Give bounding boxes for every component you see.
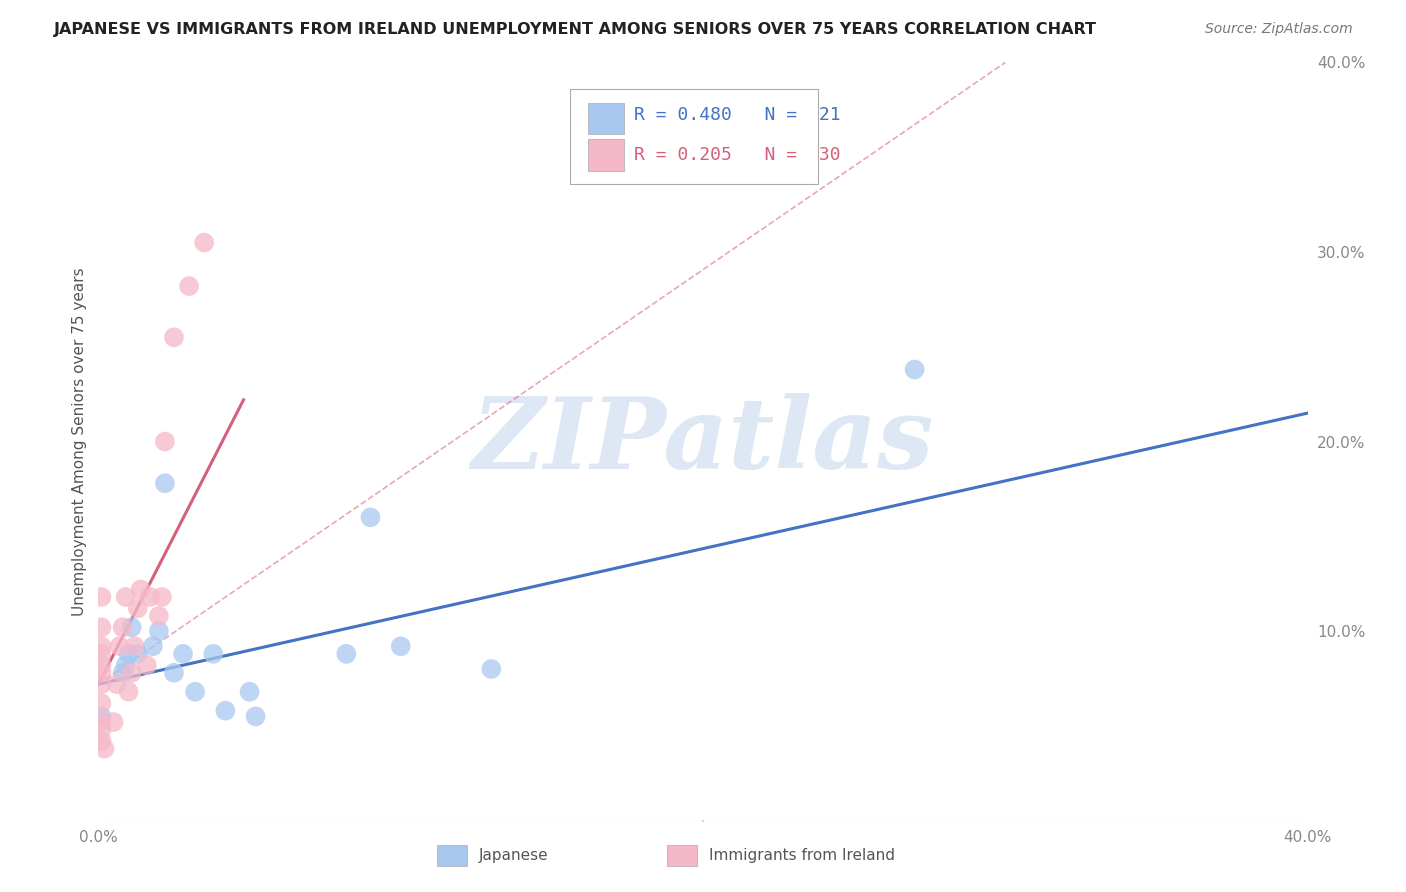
Point [118,647,141,661]
Point [129,582,152,597]
Point [121,665,143,680]
Point [193,235,215,250]
FancyBboxPatch shape [569,89,818,184]
Point [124,639,146,653]
Point [163,330,186,344]
Point [153,476,176,491]
Text: R = 0.205   N =  30: R = 0.205 N = 30 [634,146,841,164]
Point [214,704,236,718]
Text: R = 0.480   N =  21: R = 0.480 N = 21 [634,106,841,124]
Point [90,677,112,691]
Point [245,709,267,723]
Point [172,647,194,661]
Point [184,685,207,699]
Point [90,715,112,730]
Point [148,624,170,639]
Bar [437,845,467,866]
Point [135,658,157,673]
Point [90,723,112,737]
Text: Immigrants from Ireland: Immigrants from Ireland [709,848,896,863]
Point [90,709,112,723]
Point [103,715,125,730]
Point [114,590,136,604]
Point [139,590,162,604]
Point [121,620,143,634]
Point [90,665,112,680]
Point [127,647,149,661]
Point [90,734,112,748]
Point [108,639,131,653]
Point [163,665,186,680]
Point [150,590,173,604]
Point [202,647,225,661]
Text: ZIPatlas: ZIPatlas [472,393,934,490]
Point [90,639,112,653]
Point [335,647,357,661]
Point [481,662,503,676]
Point [111,665,134,680]
Point [389,639,412,653]
Bar [666,845,697,866]
Point [127,601,149,615]
Point [114,658,136,673]
Text: JAPANESE VS IMMIGRANTS FROM IRELAND UNEMPLOYMENT AMONG SENIORS OVER 75 YEARS COR: JAPANESE VS IMMIGRANTS FROM IRELAND UNEM… [53,22,1097,37]
Point [93,741,115,756]
Text: Japanese: Japanese [479,848,548,863]
Point [904,362,927,376]
Y-axis label: Unemployment Among Seniors over 75 years: Unemployment Among Seniors over 75 years [72,268,87,615]
Bar [588,103,624,135]
Point [148,609,170,624]
Point [90,647,112,661]
Point [90,658,112,673]
Text: Source: ZipAtlas.com: Source: ZipAtlas.com [1205,22,1353,37]
Point [118,685,141,699]
Point [360,510,382,524]
Point [179,279,201,293]
Bar [588,139,624,171]
Point [105,677,128,691]
Point [90,590,112,604]
Point [153,434,176,449]
Point [142,639,165,653]
Point [239,685,262,699]
Point [90,696,112,710]
Point [111,620,134,634]
Point [90,620,112,634]
